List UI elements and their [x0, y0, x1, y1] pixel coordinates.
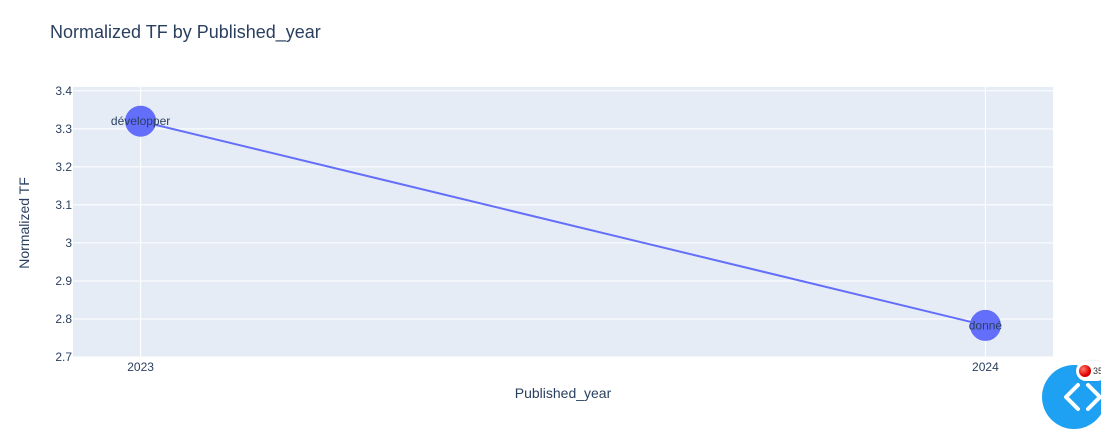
- x-axis-title: Published_year: [515, 385, 612, 401]
- y-tick-labels: 2.7 2.8 2.9 3 3.1 3.2 3.3 3.4: [55, 84, 72, 364]
- data-point-label: donné: [969, 318, 1003, 332]
- x-tick-label: 2024: [972, 360, 999, 374]
- code-widget-button[interactable]: [1042, 365, 1101, 429]
- y-tick-label: 3.4: [55, 84, 72, 98]
- chart-title: Normalized TF by Published_year: [50, 22, 321, 43]
- data-point-marker: [969, 309, 1001, 341]
- y-tick-label: 2.7: [55, 350, 72, 364]
- y-gridlines: [73, 90, 1053, 358]
- y-tick-label: 3.2: [55, 160, 72, 174]
- point-labels: développer donné: [111, 114, 1003, 332]
- data-point-marker: [125, 105, 157, 137]
- y-axis-title: Normalized TF: [16, 177, 32, 269]
- series-line: [140, 120, 986, 327]
- markers: [125, 105, 1001, 341]
- code-chevrons-icon: [1064, 383, 1101, 411]
- y-tick-label: 3.1: [55, 198, 72, 212]
- red-dot-icon: [1079, 365, 1091, 377]
- x-tick-labels: 2023 2024: [127, 360, 999, 374]
- badge-count: 35: [1093, 365, 1101, 376]
- plot-background: [73, 87, 1053, 357]
- data-point-label: développer: [111, 114, 170, 128]
- x-tick-label: 2023: [127, 360, 154, 374]
- y-tick-label: 3: [65, 236, 72, 250]
- y-tick-label: 3.3: [55, 122, 72, 136]
- y-tick-label: 2.8: [55, 312, 72, 326]
- y-tick-label: 2.9: [55, 274, 72, 288]
- notification-badge[interactable]: 35: [1076, 361, 1101, 381]
